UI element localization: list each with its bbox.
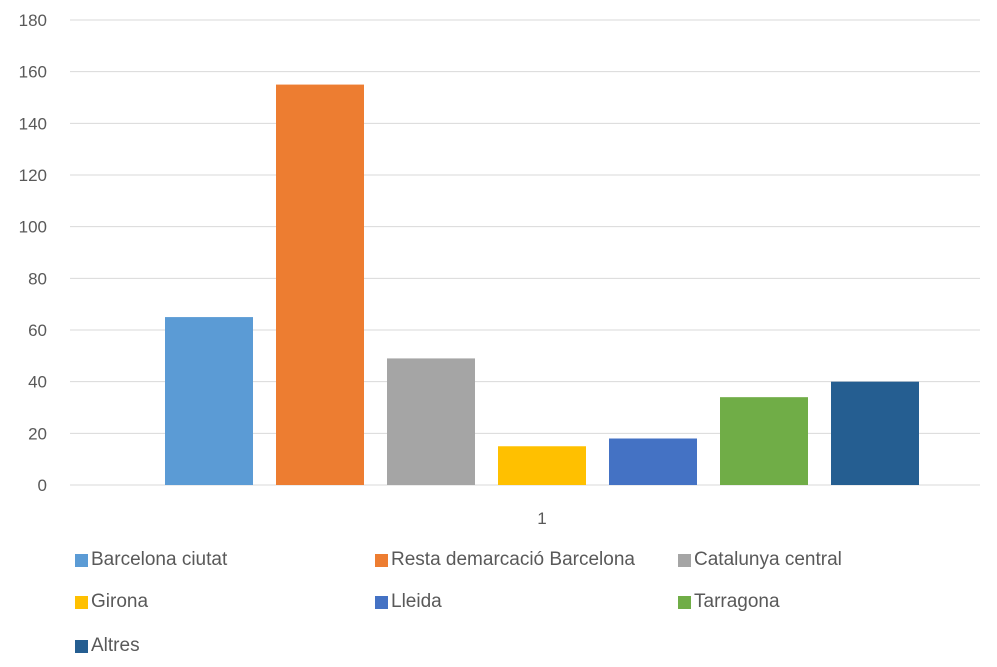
bar-barcelona-ciutat (165, 317, 253, 485)
y-tick-label: 20 (28, 424, 47, 443)
y-tick-label: 140 (19, 114, 47, 133)
y-tick-label: 40 (28, 373, 47, 392)
y-tick-label: 0 (38, 476, 47, 495)
bar-resta-demarcaci-barcelona (276, 84, 364, 485)
y-tick-label: 100 (19, 218, 47, 237)
y-tick-label: 160 (19, 63, 47, 82)
y-tick-label: 60 (28, 321, 47, 340)
y-tick-label: 180 (19, 11, 47, 30)
bar-girona (498, 446, 586, 485)
bar-catalunya-central (387, 358, 475, 485)
y-tick-label: 80 (28, 269, 47, 288)
bar-altres (831, 381, 919, 485)
bar-tarragona (720, 397, 808, 485)
bar-lleida (609, 438, 697, 485)
y-tick-label: 120 (19, 166, 47, 185)
x-tick-label: 1 (537, 509, 546, 528)
